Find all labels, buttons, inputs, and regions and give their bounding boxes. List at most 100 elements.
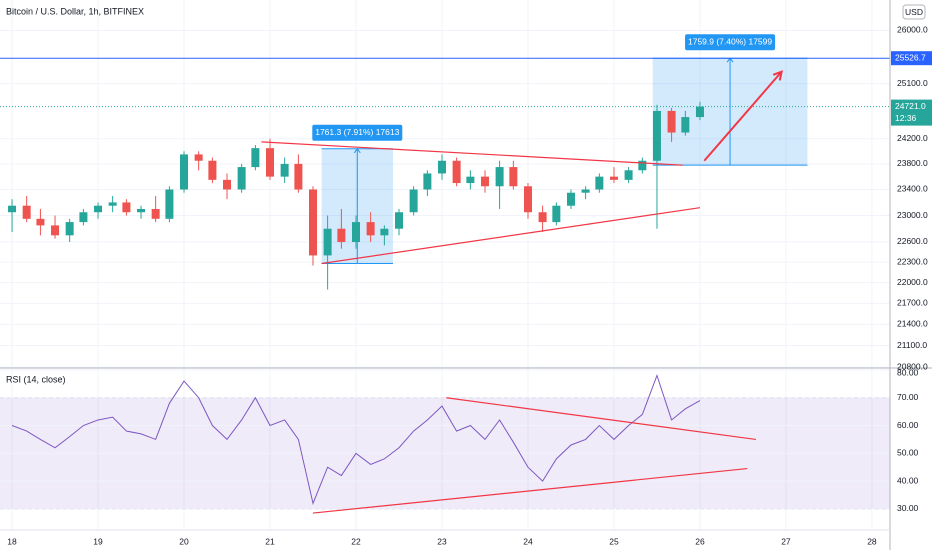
candle-body (681, 117, 690, 133)
candle-body (566, 192, 575, 206)
currency-badge[interactable] (902, 4, 926, 20)
measure-arrowhead (353, 147, 361, 154)
currency: USD (905, 7, 923, 17)
candle-body (280, 163, 289, 177)
y-tick-label: 26000.0 (897, 25, 928, 35)
rsi-tick-label: 40.00 (897, 475, 919, 485)
candle-body (423, 173, 432, 190)
x-tick-label: 18 (7, 536, 17, 546)
rsi-trendline (446, 397, 756, 441)
candle-body (452, 160, 461, 184)
y-tick-label: 22600.0 (897, 236, 928, 246)
candle-body (638, 160, 647, 171)
candle-body (94, 205, 103, 213)
trendline (261, 141, 683, 166)
candle-body (581, 189, 590, 193)
candle-body (165, 189, 174, 219)
candle-body (36, 218, 45, 226)
measure-label-bg (685, 34, 776, 51)
candle-body (294, 163, 303, 190)
candle-body (79, 212, 88, 223)
candle-body (523, 186, 532, 213)
y-tick-label: 20800.0 (897, 362, 928, 372)
y-tick-label: 21400.0 (897, 319, 928, 329)
candle-body (108, 202, 117, 206)
candle-body (65, 222, 74, 236)
candle-body (151, 208, 160, 219)
chart-title: Bitcoin / U.S. Dollar, 1h, BITFINEX (6, 6, 144, 16)
y-tick-label: 23800.0 (897, 158, 928, 168)
candle-body (122, 202, 131, 213)
x-tick-label: 20 (179, 536, 189, 546)
hline-badge (891, 51, 932, 66)
plot: 1761.3 (7.91%) 17613 1759.9 (7.40%) 17599 (0, 0, 890, 530)
candle-body (695, 106, 704, 118)
candle-body (409, 189, 418, 213)
candle-body (208, 160, 217, 180)
candle-body (251, 148, 260, 168)
candle-body (495, 167, 504, 187)
x-tick-label: 26 (695, 536, 705, 546)
candle-body (509, 167, 518, 187)
candle-body (8, 205, 17, 213)
candle-body (137, 208, 146, 213)
x-tick-label: 27 (781, 536, 791, 546)
measure-label: 1761.3 (7.91%) 17613 (315, 127, 399, 137)
rsi-trendline (312, 467, 748, 514)
last-price-badge (891, 99, 932, 126)
arrow (703, 70, 783, 162)
x-tick-label: 23 (437, 536, 447, 546)
candle-body (266, 148, 275, 177)
candle-body (667, 110, 676, 133)
y-tick-label: 23000.0 (897, 210, 928, 220)
rsi-tick-label: 60.00 (897, 420, 919, 430)
candle-body (437, 160, 446, 174)
trendline (321, 207, 701, 265)
y-tick-label: 21700.0 (897, 298, 928, 308)
candle-body (22, 205, 31, 219)
y-tick-label: 21100.0 (897, 340, 927, 350)
candle-body (609, 176, 618, 180)
y-tick-label: 23400.0 (897, 184, 928, 194)
rsi-line (11, 373, 701, 505)
candle-body (552, 205, 561, 223)
rsi-tick-label: 80.00 (897, 367, 919, 377)
candle-body (323, 228, 332, 256)
candle-body (652, 110, 661, 161)
candle-body (366, 222, 375, 236)
candle-body (394, 212, 403, 229)
measure-label: 1759.9 (7.40%) 17599 (688, 36, 772, 46)
countdown: 12:36 (895, 113, 917, 123)
x-tick-label: 24 (523, 536, 533, 546)
y-tick-label: 24200.0 (897, 133, 928, 143)
candle-body (380, 228, 389, 236)
candle-body (352, 222, 360, 242)
x-tick-label: 19 (93, 536, 103, 546)
arrowhead (772, 70, 784, 81)
rsi-tick-label: 50.00 (897, 448, 919, 458)
candle-body (624, 170, 633, 180)
last-price-label: 24721.0 (895, 101, 926, 111)
candle-body (51, 225, 60, 236)
candle-body (223, 179, 232, 190)
candle-body (237, 167, 246, 190)
x-tick-label: 25 (609, 536, 619, 546)
candle-body (480, 176, 489, 187)
rsi-title: RSI (14, close) (6, 374, 66, 384)
y-tick-label: 25100.0 (897, 78, 928, 88)
candle-body (194, 154, 203, 161)
rsi-tick-label: 70.00 (897, 392, 919, 402)
x-tick-label: 22 (351, 536, 361, 546)
candle-body (466, 176, 475, 184)
y-tick-label: 22000.0 (897, 277, 928, 287)
candle-body (309, 189, 318, 256)
x-tick-label: 28 (867, 536, 877, 546)
x-tick-label: 21 (265, 536, 275, 546)
rsi-tick-label: 30.00 (897, 503, 919, 513)
candle-body (538, 212, 547, 223)
hline-label: 25526.7 (895, 52, 926, 62)
candle-body (180, 154, 189, 190)
candle-body (337, 228, 346, 242)
